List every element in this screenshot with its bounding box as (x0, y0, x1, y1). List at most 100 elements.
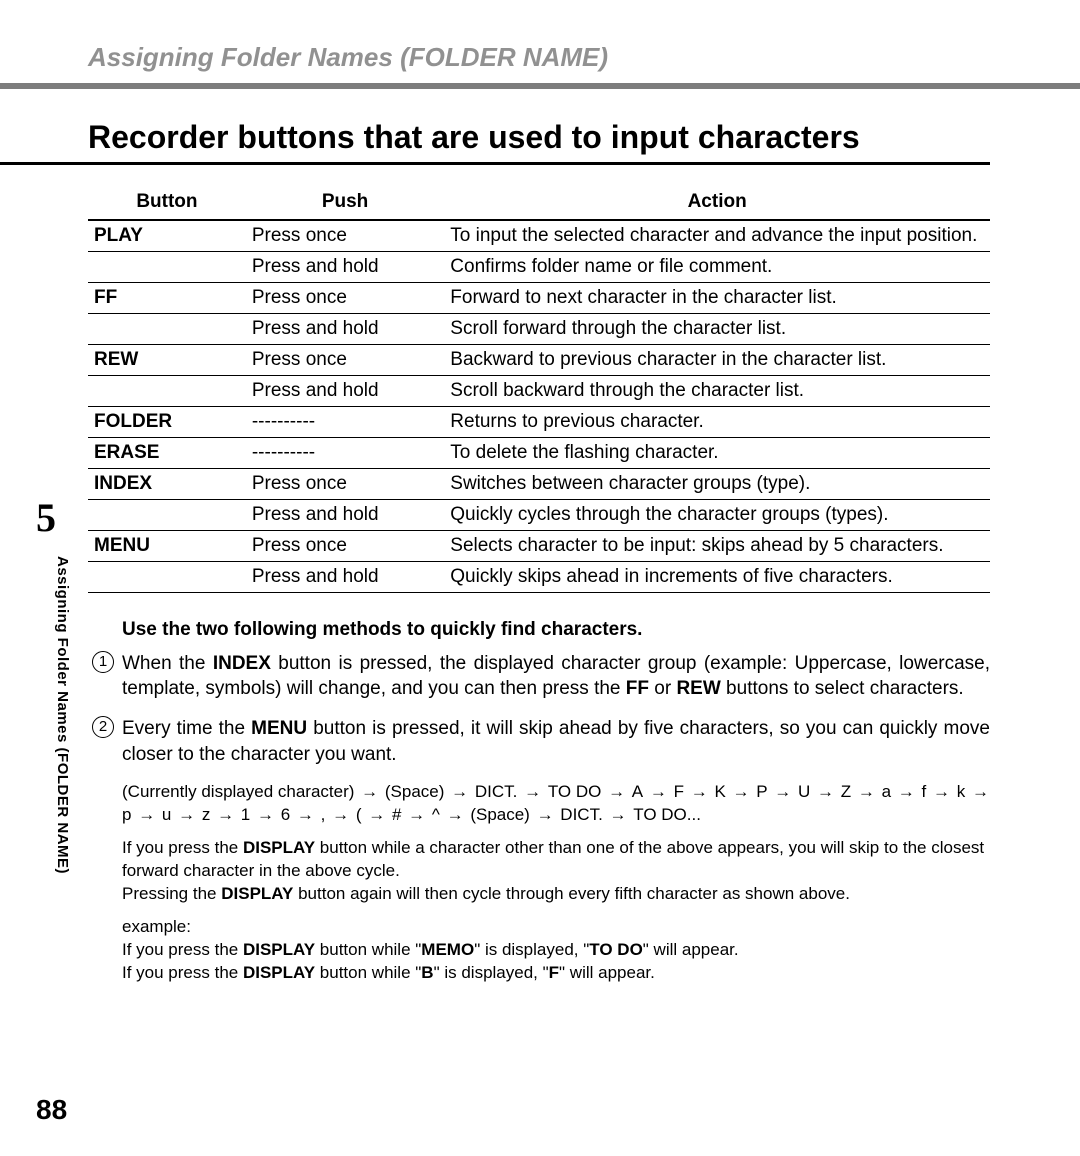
section-title: Recorder buttons that are used to input … (0, 89, 990, 165)
ex2-b1: B (421, 963, 433, 982)
table-row: ERASE----------To delete the flashing ch… (88, 438, 990, 469)
page-number: 88 (36, 1094, 67, 1126)
seq-item: U (798, 782, 810, 801)
action-cell: Selects character to be input: skips ahe… (444, 531, 990, 562)
arrow-icon: → (517, 782, 547, 801)
seq-item: Z (841, 782, 851, 801)
action-cell: To input the selected character and adva… (444, 220, 990, 252)
table-row: FOLDER----------Returns to previous char… (88, 407, 990, 438)
arrow-icon: → (965, 782, 991, 801)
seq-item: ^ (432, 805, 440, 824)
seq-item: (Space) (385, 782, 445, 801)
table-row: Press and holdScroll backward through th… (88, 376, 990, 407)
arrow-icon: → (362, 805, 392, 824)
m2-t0: Every time the (122, 718, 251, 739)
push-cell: Press once (246, 531, 444, 562)
seq-item: P (756, 782, 767, 801)
ex2-t0: If you press the (122, 963, 243, 982)
arrow-icon: → (726, 782, 756, 801)
ex2-b0: DISPLAY (243, 963, 315, 982)
push-cell: Press and hold (246, 314, 444, 345)
push-cell: Press and hold (246, 376, 444, 407)
seq-item: # (392, 805, 401, 824)
example-label: example: (122, 917, 191, 936)
page: Assigning Folder Names (FOLDER NAME) Rec… (0, 0, 1080, 1156)
action-cell: Switches between character groups (type)… (444, 469, 990, 500)
button-cell: MENU (88, 531, 246, 562)
seq-item: k (957, 782, 966, 801)
m2-b0: MENU (251, 718, 307, 739)
push-cell: Press and hold (246, 252, 444, 283)
example-2: If you press the DISPLAY button while "B… (122, 963, 655, 982)
m1-b2: REW (676, 678, 720, 699)
push-cell: Press once (246, 469, 444, 500)
arrow-icon: → (401, 805, 431, 824)
arrow-icon: → (290, 805, 320, 824)
ex1-b2: TO DO (589, 940, 643, 959)
seq-item: 6 (281, 805, 290, 824)
method-2-badge: 2 (92, 716, 114, 738)
arrow-icon: → (530, 805, 560, 824)
seq-item: a (882, 782, 891, 801)
action-cell: To delete the flashing character. (444, 438, 990, 469)
button-cell (88, 314, 246, 345)
method-2: 2 Every time the MENU button is pressed,… (122, 716, 990, 767)
seq-item: TO DO... (633, 805, 701, 824)
table-row: INDEXPress onceSwitches between characte… (88, 469, 990, 500)
action-cell: Backward to previous character in the ch… (444, 345, 990, 376)
table-row: FFPress onceForward to next character in… (88, 283, 990, 314)
table-row: Press and holdScroll forward through the… (88, 314, 990, 345)
arrow-icon: → (926, 782, 956, 801)
arrow-icon: → (250, 805, 280, 824)
button-table-wrap: Button Push Action PLAYPress onceTo inpu… (0, 165, 1080, 593)
ex1-t2: " is displayed, " (474, 940, 589, 959)
arrow-icon: → (131, 805, 161, 824)
character-sequence: (Currently displayed character) → (Space… (122, 781, 990, 827)
m2-text: Every time the MENU button is pressed, i… (122, 718, 990, 765)
button-cell (88, 252, 246, 283)
button-table: Button Push Action PLAYPress onceTo inpu… (88, 187, 990, 593)
table-row: REWPress onceBackward to previous charac… (88, 345, 990, 376)
n2-t1: button again will then cycle through eve… (293, 884, 850, 903)
action-cell: Returns to previous character. (444, 407, 990, 438)
m1-t0: When the (122, 653, 213, 674)
m1-t3: buttons to select characters. (721, 678, 964, 699)
ex1-b0: DISPLAY (243, 940, 315, 959)
button-cell (88, 376, 246, 407)
arrow-icon: → (891, 782, 921, 801)
table-row: MENUPress onceSelects character to be in… (88, 531, 990, 562)
arrow-icon: → (444, 782, 474, 801)
table-row: Press and holdQuickly cycles through the… (88, 500, 990, 531)
table-row: Press and holdConfirms folder name or fi… (88, 252, 990, 283)
action-cell: Forward to next character in the charact… (444, 283, 990, 314)
method-1-badge: 1 (92, 651, 114, 673)
seq-item: DICT. (560, 805, 603, 824)
n1-t0: If you press the (122, 838, 243, 857)
seq-item: 1 (241, 805, 250, 824)
example-block: example: If you press the DISPLAY button… (122, 916, 990, 985)
seq-lead: (Currently displayed character) (122, 782, 354, 801)
n2-b0: DISPLAY (221, 884, 293, 903)
ex1-t1: button while " (315, 940, 421, 959)
arrow-icon: → (325, 805, 355, 824)
methods-section: Use the two following methods to quickly… (0, 593, 1080, 985)
ex2-t2: " is displayed, " (434, 963, 549, 982)
arrow-icon: → (354, 782, 384, 801)
action-cell: Scroll backward through the character li… (444, 376, 990, 407)
button-cell (88, 500, 246, 531)
arrow-icon: → (601, 782, 631, 801)
seq-item: A (632, 782, 643, 801)
seq-item: TO DO (548, 782, 602, 801)
header-action: Action (444, 187, 990, 220)
header-button: Button (88, 187, 246, 220)
action-cell: Scroll forward through the character lis… (444, 314, 990, 345)
example-1: If you press the DISPLAY button while "M… (122, 940, 739, 959)
seq-item: F (674, 782, 684, 801)
m1-text: When the INDEX button is pressed, the di… (122, 653, 990, 700)
seq-item: (Space) (470, 805, 530, 824)
button-cell (88, 562, 246, 593)
ex1-t3: " will appear. (643, 940, 739, 959)
m1-b0: INDEX (213, 653, 271, 674)
seq-item: ( (356, 805, 362, 824)
ex1-b1: MEMO (421, 940, 474, 959)
